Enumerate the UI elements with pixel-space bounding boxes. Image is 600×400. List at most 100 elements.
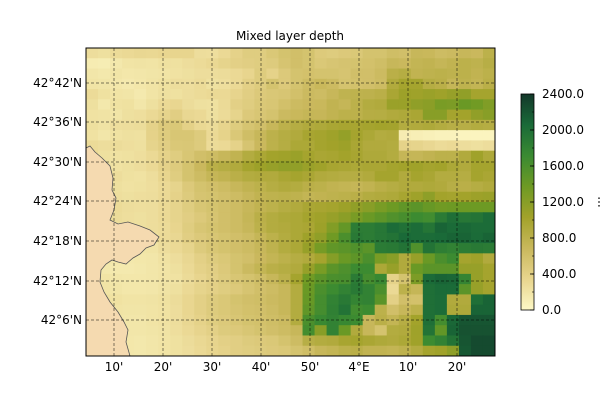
heatmap-cell [122,314,135,326]
heatmap-cell [206,294,219,306]
heatmap-cell [278,99,291,110]
heatmap-cell [218,140,231,152]
heatmap-cell [122,171,135,182]
heatmap-cell [182,150,195,162]
heatmap-cell [362,171,376,182]
heatmap-cell [362,345,376,356]
heatmap-cell [218,325,231,336]
heatmap-cell [146,99,159,110]
heatmap-cell [194,314,207,326]
heatmap-cell [278,335,291,347]
heatmap-cell [218,253,231,264]
heatmap-cell [242,130,255,141]
heatmap-cell [458,89,472,100]
heatmap-cell [110,284,123,295]
heatmap-cell [362,109,376,121]
heatmap-cell [422,304,436,316]
heatmap-cell [194,109,207,121]
heatmap-cell [410,58,424,69]
heatmap-cell [170,335,183,347]
heatmap-cell [422,243,436,254]
heatmap-cell [398,325,412,336]
heatmap-cell [206,130,219,141]
heatmap-cell [374,263,388,275]
heatmap-cell [242,232,255,244]
heatmap-cell [386,325,400,336]
heatmap-cell [266,263,279,275]
heatmap-cell [386,253,400,264]
heatmap-cell [230,202,243,213]
heatmap-cell [482,314,495,326]
heatmap-cell [470,325,484,336]
heatmap-cell [158,243,171,254]
heatmap-cell [302,304,315,316]
heatmap-cell [146,171,159,182]
x-tick-label: 10' [105,360,124,374]
heatmap-cell [254,263,267,275]
heatmap-cell [134,58,147,69]
heatmap-cell [170,58,183,69]
heatmap-cell [158,325,171,336]
heatmap-cell [434,325,448,336]
heatmap-cell [218,48,231,59]
y-tick-label: 42°30'N [33,155,82,169]
heatmap-cell [326,160,340,172]
heatmap-cell [218,181,231,193]
heatmap-cell [146,78,159,90]
heatmap-cell [218,314,231,326]
heatmap-cell [278,273,291,285]
heatmap-cell [422,232,436,244]
heatmap-cell [374,58,388,69]
heatmap-cell [350,253,364,264]
heatmap-cell [434,78,448,90]
heatmap-cell [482,212,495,223]
heatmap-cell [158,48,171,59]
heatmap-cell [410,273,424,285]
heatmap-cell [146,243,159,254]
heatmap-cell [302,284,315,295]
heatmap-cell [242,191,255,203]
heatmap-cell [206,58,219,69]
heatmap-cell [470,263,484,275]
heatmap-cell [338,202,352,213]
heatmap-cell [398,99,412,110]
heatmap-cell [386,160,400,172]
heatmap-cell [182,130,195,141]
heatmap-cell [422,109,436,121]
colorbar-tick-label: 400.0 [542,267,576,281]
heatmap-cell [290,181,303,193]
heatmap-cell [218,89,231,100]
heatmap-cell [254,253,267,264]
heatmap-cell [362,202,376,213]
heatmap-cell [422,263,436,275]
heatmap-cell [338,232,352,244]
heatmap-cell [134,202,147,213]
heatmap-cell [242,160,255,172]
heatmap-cell [266,325,279,336]
heatmap-cell [458,119,472,131]
colorbar-tick-label: 0.0 [542,303,561,317]
heatmap-cell [110,150,123,162]
heatmap-cell [374,48,388,59]
heatmap-cell [98,263,111,275]
heatmap-cell [422,119,436,131]
heatmap-cell [446,150,460,162]
heatmap-cell [278,58,291,69]
heatmap-cell [374,284,388,295]
heatmap-cell [482,345,495,356]
heatmap-cell [98,78,111,90]
heatmap-cell [158,89,171,100]
heatmap-cell [374,68,388,80]
heatmap-cell [290,202,303,213]
heatmap-cell [446,253,460,264]
heatmap-cell [410,160,424,172]
heatmap-cell [290,243,303,254]
heatmap-cell [446,48,460,59]
heatmap-cell [422,284,436,295]
heatmap-cell [398,232,412,244]
heatmap-cell [242,99,255,110]
heatmap-cell [110,89,123,100]
heatmap-cell [254,181,267,193]
heatmap-cell [278,325,291,336]
heatmap-cell [362,304,376,316]
